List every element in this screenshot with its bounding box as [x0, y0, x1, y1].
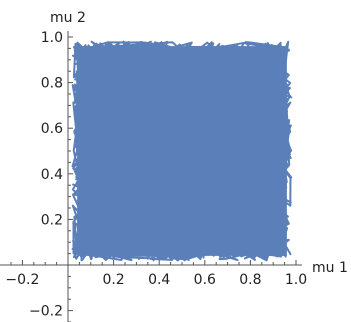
axes	[0, 31, 302, 322]
x-tick-label: 0.8	[239, 272, 261, 288]
y-tick-label: 0.8	[41, 76, 63, 92]
x-tick-label: −0.2	[5, 272, 39, 288]
y-tick-label: 0.6	[41, 121, 63, 137]
y-tick-label: −0.2	[29, 304, 63, 320]
y-tick-label: 0.2	[41, 212, 63, 228]
x-tick-label: 0.2	[102, 272, 124, 288]
y-tick-label: 0.4	[41, 167, 63, 183]
x-tick-label: 1.0	[285, 272, 307, 288]
x-axis-label: mu 1	[312, 260, 348, 276]
y-axis-label: mu 2	[50, 10, 86, 26]
x-tick-label: 0.6	[194, 272, 216, 288]
y-tick-label: 1.0	[41, 30, 63, 46]
ticks: −0.2 0.2 0.4 0.6 0.8 1.0 −0.2 0.2 0.4 0.6 0.8 1.0	[5, 30, 307, 322]
series-layer	[71, 40, 293, 262]
series-line	[71, 40, 293, 262]
x-tick-label: 0.4	[148, 272, 170, 288]
